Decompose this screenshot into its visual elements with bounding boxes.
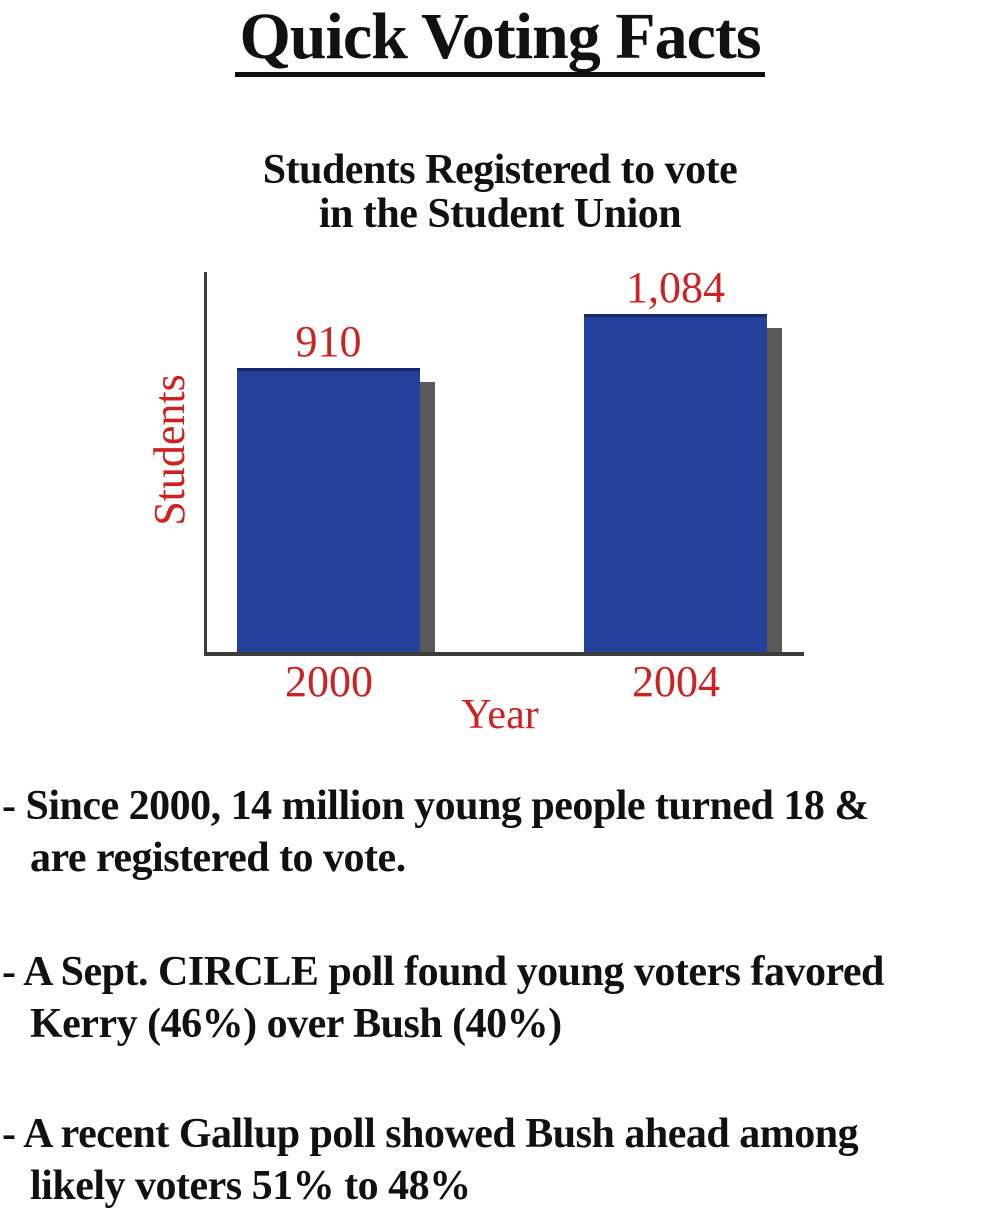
fact-item: - Since 2000, 14 million young people tu…: [2, 780, 998, 884]
x-tick-2000: 2000: [285, 657, 373, 706]
bar-2004-shadow: [767, 328, 782, 652]
x-tick-2004: 2004: [632, 657, 720, 706]
y-axis-label: Students: [145, 374, 194, 526]
fact-line: - Since 2000, 14 million young people tu…: [2, 783, 869, 829]
chart-title: Students Registered to vote in the Stude…: [0, 148, 1000, 236]
fact-item: - A Sept. CIRCLE poll found young voters…: [2, 946, 998, 1050]
bar-2000-value-label: 910: [295, 317, 362, 366]
fact-line: Kerry (46%) over Bush (40%): [30, 1001, 562, 1047]
bar-2000-shadow: [420, 382, 435, 652]
fact-line: - A Sept. CIRCLE poll found young voters…: [2, 949, 884, 995]
fact-line: likely voters 51% to 48%: [30, 1163, 471, 1209]
chart-title-line2: in the Student Union: [318, 191, 682, 238]
fact-line: are registered to vote.: [30, 835, 406, 881]
x-axis-line: [204, 652, 804, 656]
fact-line: - A recent Gallup poll showed Bush ahead…: [2, 1111, 859, 1157]
fact-item: - A recent Gallup poll showed Bush ahead…: [2, 1108, 998, 1212]
y-axis-line: [204, 272, 207, 656]
bar-chart: Students 910 1,084 2000 2004 Year: [0, 250, 1000, 740]
bar-2000-fill: [237, 368, 420, 652]
bar-2000: 910: [237, 320, 435, 652]
chart-title-line1: Students Registered to vote: [262, 147, 738, 193]
bar-2004: 1,084: [584, 266, 782, 652]
x-axis-label: Year: [461, 692, 539, 738]
bar-2004-value-label: 1,084: [626, 263, 725, 312]
page-title: Quick Voting Facts: [0, 2, 1000, 78]
page-title-text: Quick Voting Facts: [235, 2, 765, 78]
bar-2004-fill: [584, 314, 767, 652]
